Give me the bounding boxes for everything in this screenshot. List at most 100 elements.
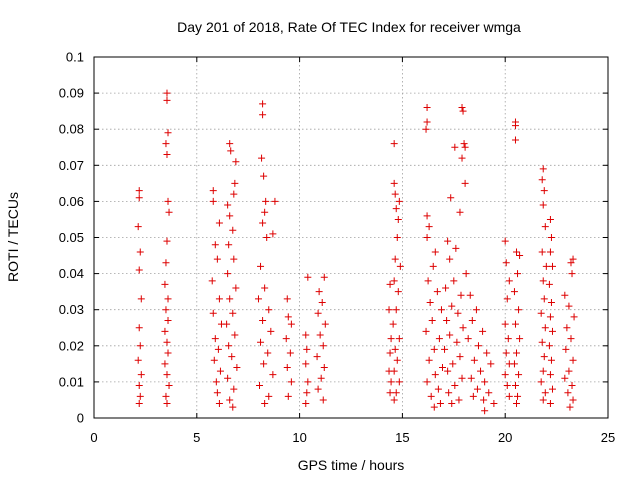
data-point (209, 309, 217, 317)
data-point (387, 378, 395, 386)
data-point (259, 219, 267, 227)
data-point (514, 270, 522, 278)
data-point (256, 382, 264, 390)
y-tick-label: 0.02 (59, 338, 84, 353)
data-point (538, 176, 546, 184)
data-point (303, 389, 311, 397)
data-point (232, 158, 240, 166)
data-point (511, 320, 519, 328)
data-point (226, 295, 234, 303)
data-point (429, 262, 437, 270)
data-point (502, 259, 510, 267)
data-point (565, 367, 573, 375)
data-point (461, 179, 469, 187)
data-point (165, 382, 173, 390)
data-point (445, 389, 453, 397)
data-point (262, 197, 270, 205)
data-point (456, 208, 464, 216)
data-point (423, 118, 431, 126)
data-point (449, 360, 457, 368)
data-point (231, 179, 239, 187)
data-point (477, 367, 485, 375)
data-point (451, 143, 459, 151)
data-point (386, 349, 394, 357)
data-point (269, 371, 277, 379)
data-point (442, 284, 450, 292)
data-point (455, 396, 463, 404)
data-point (208, 277, 216, 285)
data-point (395, 197, 403, 205)
data-point (134, 356, 142, 364)
data-point (567, 335, 575, 343)
data-point (282, 335, 290, 343)
data-point (546, 313, 554, 321)
y-tick-label: 0 (77, 411, 84, 426)
data-point (284, 392, 292, 400)
data-point (287, 378, 295, 386)
data-point (390, 140, 398, 148)
data-point (137, 371, 145, 379)
data-point (547, 356, 555, 364)
data-point (391, 190, 399, 198)
data-point (427, 392, 435, 400)
data-point (233, 363, 241, 371)
data-point (545, 280, 553, 288)
data-point (501, 237, 509, 245)
data-point (164, 295, 172, 303)
data-point (446, 331, 454, 339)
data-point (458, 374, 466, 382)
data-point (317, 374, 325, 382)
data-point (136, 248, 144, 256)
data-point (561, 291, 569, 299)
data-point (467, 374, 475, 382)
data-point (136, 342, 144, 350)
data-point (464, 335, 472, 343)
data-point (481, 378, 489, 386)
data-point (539, 165, 547, 173)
data-point (214, 345, 222, 353)
data-point (163, 237, 171, 245)
data-point (161, 360, 169, 368)
data-point (164, 129, 172, 137)
data-point (516, 335, 524, 343)
data-point (211, 335, 219, 343)
data-point (387, 335, 395, 343)
data-point (466, 291, 474, 299)
data-point (163, 400, 171, 408)
data-point (458, 104, 466, 112)
data-point (162, 259, 170, 267)
data-point (435, 335, 443, 343)
data-point (135, 400, 143, 408)
data-point (480, 396, 488, 404)
data-point (469, 392, 477, 400)
data-point (283, 363, 291, 371)
data-point (287, 320, 295, 328)
data-point (232, 284, 240, 292)
data-point (231, 331, 239, 339)
data-point (164, 349, 172, 357)
data-point (569, 255, 577, 263)
data-point (441, 345, 449, 353)
data-point (461, 143, 469, 151)
data-point (546, 215, 554, 223)
x-tick-label: 15 (395, 430, 409, 445)
data-point (269, 230, 277, 238)
data-point (490, 400, 498, 408)
data-point (503, 382, 511, 390)
data-point (230, 190, 238, 198)
data-point (425, 223, 433, 231)
data-point (162, 392, 170, 400)
data-point (271, 197, 279, 205)
data-point (286, 349, 294, 357)
data-point (540, 353, 548, 361)
data-point (210, 356, 218, 364)
data-points (134, 89, 578, 415)
data-point (394, 215, 402, 223)
data-point (515, 371, 523, 379)
data-point (450, 277, 458, 285)
data-point (225, 342, 233, 350)
data-point (224, 270, 232, 278)
data-point (538, 248, 546, 256)
data-point (546, 248, 554, 256)
